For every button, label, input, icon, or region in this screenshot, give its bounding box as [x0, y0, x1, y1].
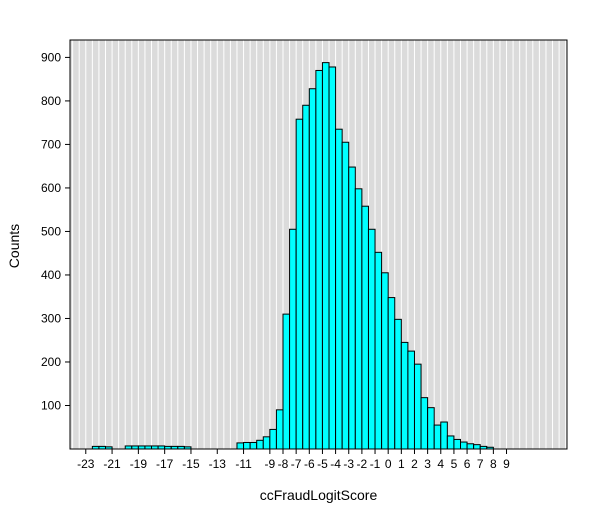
histogram-bar — [413, 363, 422, 450]
x-tick-label: -4 — [330, 457, 341, 471]
x-axis-title: ccFraudLogitScore — [259, 487, 378, 503]
x-tick-label: 1 — [398, 457, 405, 471]
x-tick-label: -19 — [130, 457, 148, 471]
histogram-bar — [361, 205, 369, 450]
histogram-bar — [466, 443, 475, 450]
histogram-bar — [453, 438, 462, 450]
x-tick-label: -13 — [209, 457, 227, 471]
y-tick-label: 400 — [41, 268, 61, 282]
y-tick-label: 100 — [41, 398, 61, 412]
histogram-bar — [354, 188, 363, 450]
histogram-bar — [282, 313, 291, 450]
histogram-bar — [256, 439, 264, 450]
histogram-bar — [308, 88, 317, 450]
histogram-bar — [446, 435, 455, 450]
x-tick-label: -9 — [265, 457, 276, 471]
histogram-bar — [236, 442, 245, 450]
histogram-bar — [367, 228, 376, 450]
x-tick-label: 7 — [477, 457, 484, 471]
x-tick-label: -23 — [77, 457, 95, 471]
histogram-bar — [473, 444, 481, 450]
x-tick-label: 3 — [424, 457, 431, 471]
plot-border — [69, 39, 568, 450]
histogram-bar — [328, 66, 337, 450]
y-tick-label: 600 — [41, 181, 61, 195]
histogram-bar — [420, 397, 429, 450]
x-tick-label: 8 — [490, 457, 497, 471]
x-tick-label: -21 — [103, 457, 121, 471]
y-tick-label: 700 — [41, 137, 61, 151]
histogram-bar — [243, 441, 251, 450]
histogram-bar — [262, 436, 271, 450]
x-tick-label: 5 — [451, 457, 458, 471]
histogram-bar — [427, 407, 435, 450]
histogram-bar — [341, 141, 350, 450]
x-tick-label: -7 — [291, 457, 302, 471]
x-tick-label: -8 — [278, 457, 289, 471]
x-tick-label: 6 — [464, 457, 471, 471]
y-tick-label: 800 — [41, 94, 61, 108]
histogram-bar — [440, 421, 448, 450]
histogram-bar — [315, 69, 323, 450]
y-tick-label: 200 — [41, 355, 61, 369]
histogram-bar — [275, 409, 284, 450]
y-tick-label: 300 — [41, 311, 61, 325]
x-tick-label: -3 — [343, 457, 354, 471]
x-tick-label: -17 — [156, 457, 174, 471]
histogram-bar — [302, 104, 310, 450]
histogram-bar — [289, 228, 297, 450]
histogram-bar — [321, 62, 330, 450]
x-tick-label: 2 — [411, 457, 418, 471]
x-tick-label: -5 — [317, 457, 328, 471]
x-tick-label: -11 — [235, 457, 252, 471]
x-tick-label: 0 — [385, 457, 392, 471]
x-tick-label: -15 — [182, 457, 200, 471]
histogram-bar — [387, 297, 396, 450]
x-tick-label: 4 — [437, 457, 444, 471]
histogram-bar — [249, 441, 258, 450]
histogram-bar — [335, 128, 343, 450]
histogram-bar — [381, 272, 389, 450]
histogram-bar — [400, 341, 409, 450]
histogram-bar — [460, 441, 468, 450]
x-tick-label: -2 — [357, 457, 368, 471]
histogram-bar — [394, 318, 402, 450]
x-tick-label: 9 — [503, 457, 510, 471]
x-tick-label: -1 — [370, 457, 381, 471]
histogram-bar — [269, 428, 277, 450]
histogram-bar — [348, 166, 356, 450]
histogram-bar — [433, 424, 442, 450]
histogram-bar — [295, 118, 304, 450]
y-axis-title: Counts — [6, 223, 22, 269]
y-tick-label: 500 — [41, 224, 61, 238]
histogram-bar — [407, 350, 415, 450]
y-tick-label: 900 — [41, 50, 61, 64]
x-tick-label: -6 — [304, 457, 315, 471]
histogram-bar — [374, 251, 383, 450]
